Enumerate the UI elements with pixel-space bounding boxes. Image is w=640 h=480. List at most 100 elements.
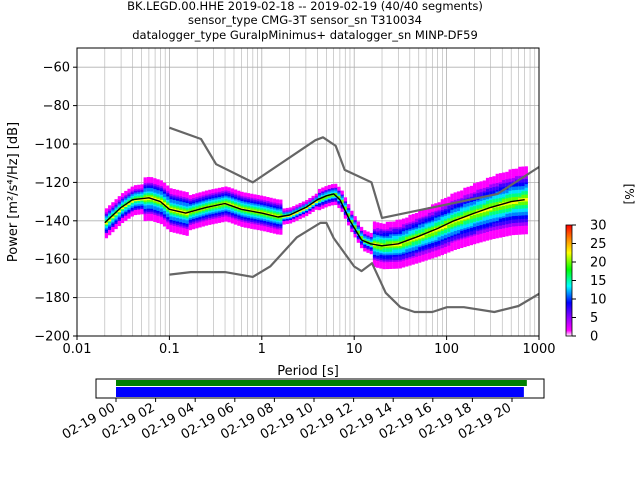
heatmap-cell <box>447 234 451 237</box>
heatmap-cell <box>124 218 128 221</box>
heatmap-cell <box>521 188 525 192</box>
heatmap-cell <box>482 183 486 187</box>
heatmap-cell <box>379 262 383 266</box>
heatmap-cell <box>192 204 196 207</box>
heatmap-cell <box>447 239 451 243</box>
heatmap-cell <box>466 226 470 229</box>
heatmap-cell <box>408 228 412 232</box>
heatmap-cell <box>156 196 160 199</box>
heatmap-cell <box>353 216 357 219</box>
heatmap-cell <box>124 216 128 220</box>
heatmap-cell <box>508 224 512 228</box>
heatmap-cell <box>479 238 483 241</box>
heatmap-cell <box>230 210 235 214</box>
heatmap-cell <box>201 219 205 222</box>
heatmap-cell <box>162 208 167 211</box>
heatmap-cell <box>414 223 419 226</box>
heatmap-cell <box>369 246 373 250</box>
heatmap-cell <box>185 219 189 223</box>
heatmap-cell <box>120 220 125 224</box>
heatmap-cell <box>269 221 273 225</box>
heatmap-cell <box>443 235 448 239</box>
heatmap-cell <box>469 187 474 190</box>
heatmap-cell <box>230 190 235 193</box>
heatmap-cell <box>124 204 128 208</box>
heatmap-cell <box>198 223 202 226</box>
heatmap-cell <box>237 213 241 216</box>
heatmap-cell <box>140 189 144 192</box>
heatmap-cell <box>146 183 151 187</box>
heatmap-cell <box>395 259 399 262</box>
heatmap-cell <box>366 247 370 250</box>
heatmap-cell <box>175 196 180 199</box>
heatmap-cell <box>166 218 170 221</box>
heatmap-cell <box>466 210 470 214</box>
heatmap-cell <box>169 222 173 226</box>
heatmap-cell <box>405 219 409 222</box>
heatmap-cell <box>379 233 383 236</box>
heatmap-cell <box>314 202 318 205</box>
heatmap-cell <box>524 221 528 224</box>
heatmap-cell <box>401 242 406 246</box>
heatmap-cell <box>492 176 496 179</box>
heatmap-cell <box>473 193 477 196</box>
heatmap-cell <box>479 181 483 184</box>
heatmap-cell <box>253 218 257 221</box>
heatmap-cell <box>405 236 409 239</box>
heatmap-cell <box>156 212 160 215</box>
heatmap-cell <box>463 208 467 211</box>
heatmap-cell <box>502 217 506 220</box>
heatmap-cell <box>502 232 506 236</box>
heatmap-cell <box>150 215 154 218</box>
heatmap-cell <box>179 213 183 216</box>
heatmap-cell <box>421 250 425 254</box>
heatmap-cell <box>330 191 335 194</box>
heatmap-cell <box>214 197 218 200</box>
heatmap-cell <box>240 217 244 221</box>
heatmap-cell <box>140 199 144 203</box>
heatmap-cell <box>150 189 154 192</box>
heatmap-cell <box>330 185 335 189</box>
heatmap-cell <box>108 219 112 222</box>
heatmap-cell <box>201 196 205 199</box>
heatmap-cell <box>211 202 215 206</box>
heatmap-cell <box>495 191 499 194</box>
heatmap-cell <box>330 187 335 190</box>
heatmap-cell <box>130 200 134 203</box>
heatmap-cell <box>117 222 121 225</box>
heatmap-cell <box>521 204 525 207</box>
heatmap-cell <box>469 211 474 215</box>
heatmap-cell <box>495 184 499 187</box>
heatmap-cell <box>172 192 176 195</box>
heatmap-cell <box>133 207 138 210</box>
heatmap-cell <box>447 236 451 239</box>
heatmap-cell <box>214 202 218 205</box>
heatmap-cell <box>272 198 276 201</box>
heatmap-cell <box>188 196 193 200</box>
heatmap-cell <box>137 196 141 200</box>
heatmap-cell <box>382 261 386 265</box>
heatmap-cell <box>450 204 454 207</box>
heatmap-cell <box>434 251 438 254</box>
heatmap-cell <box>330 189 335 192</box>
heatmap-cell <box>172 214 176 218</box>
heatmap-cell <box>217 220 222 223</box>
heatmap-cell <box>466 188 470 191</box>
heatmap-cell <box>295 206 299 209</box>
heatmap-cell <box>372 221 377 224</box>
heatmap-cell <box>350 228 354 231</box>
heatmap-cell <box>185 209 189 212</box>
heatmap-cell <box>405 233 409 236</box>
heatmap-cell <box>288 214 293 217</box>
heatmap-cell <box>343 216 348 219</box>
heatmap-cell <box>385 266 390 270</box>
heatmap-cell <box>521 225 525 228</box>
heatmap-cell <box>124 215 128 218</box>
heatmap-cell <box>253 223 257 227</box>
heatmap-cell <box>434 217 438 220</box>
heatmap-cell <box>469 203 474 206</box>
heatmap-cell <box>253 216 257 220</box>
heatmap-cell <box>476 182 480 185</box>
heatmap-cell <box>227 199 231 202</box>
heatmap-cell <box>405 231 409 234</box>
